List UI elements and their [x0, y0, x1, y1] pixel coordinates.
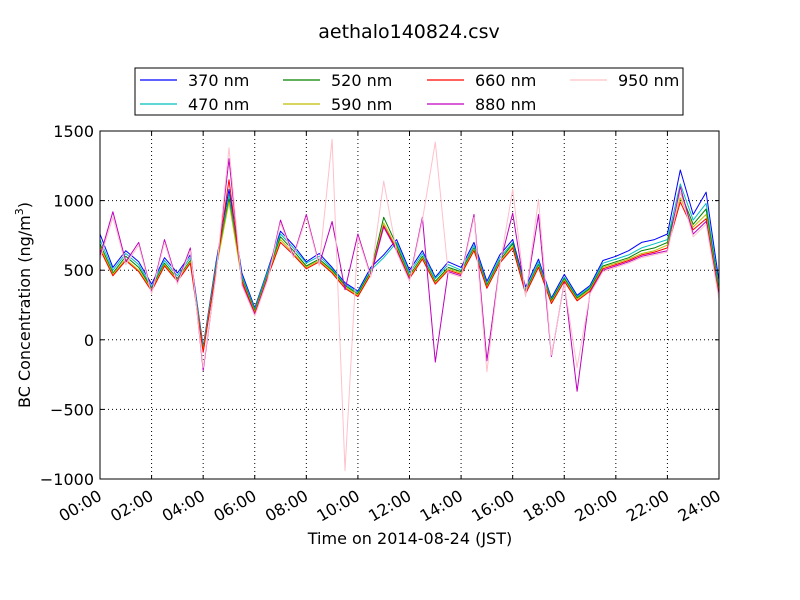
y-tick-label: 500 [63, 261, 94, 280]
legend-label: 660 nm [475, 71, 536, 90]
y-tick-label: −500 [50, 400, 94, 419]
y-axis-title-superscript: 3 [13, 208, 26, 215]
legend-box [134, 67, 684, 116]
x-axis-title: Time on 2014-08-24 (JST) [307, 529, 512, 548]
y-tick-label: 1500 [53, 122, 94, 141]
legend-label: 520 nm [331, 71, 392, 90]
legend: 370 nm 470 nm 520 nm 590 nm 660 nm 880 nm 950 … [134, 67, 684, 116]
y-tick-label: 1000 [53, 192, 94, 211]
legend-label: 880 nm [475, 95, 536, 114]
legend-label: 470 nm [188, 95, 249, 114]
legend-label: 590 nm [331, 95, 392, 114]
legend-label: 950 nm [618, 71, 679, 90]
legend-label: 370 nm [188, 71, 249, 90]
y-axis-title-main: BC Concentration (ng/m [15, 215, 34, 408]
series-line-950-nm [99, 138, 720, 472]
chart-title: aethalo140824.csv [318, 21, 500, 43]
y-tick-label: 0 [84, 331, 94, 350]
y-axis-title-close: ) [15, 202, 34, 208]
plot-lines [99, 138, 720, 472]
y-axis-title: BC Concentration (ng/m3) [13, 202, 34, 408]
y-tick-label: −1000 [40, 470, 94, 489]
